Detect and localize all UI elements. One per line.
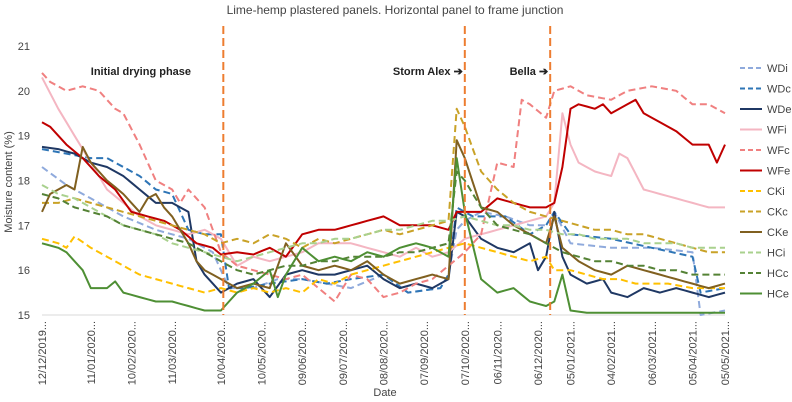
series-layer — [41, 72, 726, 316]
legend-label-cki: CKi — [767, 186, 785, 198]
x-tick-label: 12/12/2019... — [37, 321, 49, 385]
series-line-hce — [41, 157, 725, 314]
x-axis-ticks: 12/12/2019... 11/01/2020... 10/02/2020... 1… — [37, 314, 732, 385]
y-tick-label: 20 — [18, 86, 30, 98]
legend-label-wdc: WDc — [767, 84, 791, 96]
x-tick-label: 11/01/2020... — [86, 321, 98, 384]
series-line-wdi — [41, 166, 726, 316]
legend-label-ckc: CKc — [767, 207, 788, 219]
x-tick-label: 11/03/2020... — [167, 321, 179, 384]
y-tick-label: 15 — [18, 310, 30, 322]
y-tick-label: 17 — [18, 220, 30, 232]
legend-label-hci: HCi — [767, 248, 785, 260]
y-tick-label: 19 — [18, 131, 30, 143]
legend-label-hcc: HCc — [767, 268, 789, 280]
series-line-cki — [41, 235, 725, 294]
x-tick-label: 10/05/2020... — [257, 321, 269, 385]
legend-label-wdi: WDi — [767, 63, 788, 75]
x-tick-label: 09/07/2020... — [338, 321, 350, 385]
x-tick-label: 05/04/2021... — [687, 321, 699, 385]
event-markers — [222, 26, 552, 315]
legend-label-wfi: WFi — [767, 125, 787, 137]
legend-label-wfc: WFc — [767, 145, 790, 157]
x-tick-label: 08/08/2020... — [379, 321, 391, 385]
series-line-wfc — [41, 72, 726, 303]
x-axis-title: Date — [373, 387, 396, 399]
x-tick-label: 10/04/2020... — [216, 321, 228, 385]
annotations: Initial drying phase Storm Alex ➔ Bella ➔ — [91, 66, 549, 78]
annotation-label: Initial drying phase — [91, 66, 191, 78]
y-tick-label: 21 — [18, 41, 30, 53]
x-tick-label: 05/01/2021... — [566, 321, 578, 385]
x-tick-label: 07/09/2020... — [419, 321, 431, 385]
chart-title: Lime-hemp plastered panels. Horizontal p… — [227, 3, 564, 17]
x-tick-label: 06/11/2020... — [492, 321, 504, 384]
legend-label-wde: WDe — [767, 104, 791, 116]
series-line-wdc — [41, 148, 726, 294]
series-line-wde — [41, 145, 726, 299]
legend: WDi WDc WDe WFi WFc WFe CKi CKc CKe HCi HCc HCe — [740, 63, 791, 301]
legend-label-wfe: WFe — [767, 166, 790, 178]
legend-label-hce: HCe — [767, 289, 789, 301]
x-tick-label: 06/12/2020... — [533, 321, 545, 385]
x-tick-label: 09/06/2020... — [297, 321, 309, 385]
series-line-wfi — [41, 76, 725, 267]
y-axis-ticks: 15 16 17 18 19 20 21 — [18, 41, 30, 322]
series-line-wfe — [41, 98, 726, 258]
annotation-label: Bella ➔ — [510, 66, 549, 78]
x-tick-label: 06/03/2021... — [647, 321, 659, 385]
x-tick-label: 05/05/2021... — [720, 321, 732, 385]
y-axis-title: Moisture content (%) — [3, 131, 15, 232]
legend-label-cke: CKe — [767, 227, 788, 239]
y-tick-label: 16 — [18, 265, 30, 277]
series-line-hcc — [41, 170, 725, 276]
x-tick-label: 07/10/2020... — [460, 321, 472, 385]
series-line-cke — [41, 139, 726, 290]
x-tick-label: 04/02/2021... — [606, 321, 618, 385]
annotation-label: Storm Alex ➔ — [393, 66, 464, 78]
series-line-hci — [41, 184, 725, 263]
x-tick-label: 10/02/2020... — [126, 321, 138, 385]
y-tick-label: 18 — [18, 176, 30, 188]
